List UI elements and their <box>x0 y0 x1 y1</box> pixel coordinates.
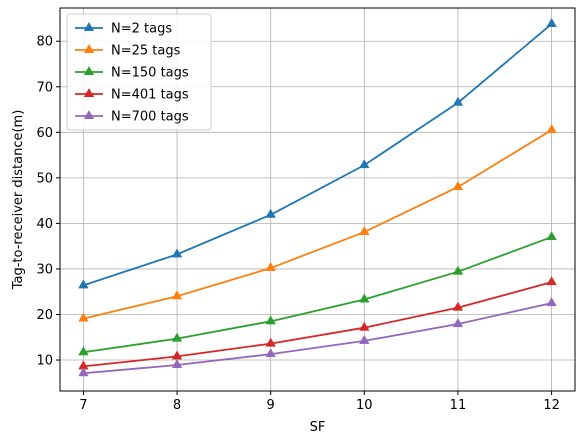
x-tick-label: 12 <box>543 398 560 413</box>
data-point <box>546 231 557 241</box>
data-point <box>265 348 276 358</box>
grid-lines <box>60 8 575 391</box>
series-line <box>83 236 552 354</box>
data-point <box>452 180 464 190</box>
y-axis-label: Tag-to-receiver distance(m) <box>11 110 26 291</box>
data-point <box>359 293 370 303</box>
legend-marker <box>83 44 95 53</box>
legend-label: N=2 tags <box>111 22 172 37</box>
x-axis-label: SF <box>310 420 326 435</box>
data-point <box>78 279 89 289</box>
y-tick-label: 10 <box>36 354 53 369</box>
series-group <box>78 17 557 377</box>
data-point <box>359 159 370 169</box>
y-tick-label: 80 <box>36 35 53 50</box>
series-1 <box>78 17 557 289</box>
data-point <box>171 359 183 369</box>
data-point <box>546 297 557 307</box>
y-tick-label: 30 <box>36 262 53 277</box>
data-point <box>452 265 464 275</box>
data-point <box>546 276 557 286</box>
x-tick-label: 7 <box>79 398 87 413</box>
data-point <box>78 346 89 356</box>
data-point <box>452 301 464 311</box>
legend-item: N=401 tags <box>75 88 189 103</box>
data-point <box>546 124 557 134</box>
legend-marker <box>83 66 95 75</box>
series-2 <box>78 124 557 322</box>
data-point <box>359 226 370 236</box>
data-point <box>78 367 89 377</box>
y-tick-label: 50 <box>36 171 53 186</box>
data-point <box>265 262 276 272</box>
data-point <box>452 96 464 106</box>
series-4 <box>78 276 557 370</box>
y-tick-label: 20 <box>36 308 53 323</box>
y-tick-label: 70 <box>36 80 53 95</box>
legend-item: N=25 tags <box>75 44 181 59</box>
plot-frame <box>59 7 576 392</box>
data-point <box>171 248 183 258</box>
x-tick-label: 8 <box>173 398 181 413</box>
data-point <box>359 334 370 344</box>
x-tick-label: 11 <box>450 398 467 413</box>
data-point <box>265 315 276 325</box>
x-tick-label: 9 <box>267 398 275 413</box>
legend-label: N=150 tags <box>111 66 189 81</box>
data-point <box>546 17 557 27</box>
data-point <box>265 337 276 347</box>
legend-marker <box>83 110 95 119</box>
y-tick-label: 40 <box>36 217 53 232</box>
data-point <box>78 312 89 322</box>
series-3 <box>78 231 557 356</box>
legend-marker <box>83 88 95 97</box>
series-line <box>83 129 553 320</box>
legend-item: N=150 tags <box>75 66 189 81</box>
series-5 <box>78 297 557 377</box>
legend-label: N=700 tags <box>111 110 189 125</box>
legend-item: N=700 tags <box>75 110 189 125</box>
data-point <box>265 208 276 218</box>
legend: N=2 tags N=25 tags N=150 tags N=401 tags N=7… <box>66 13 212 131</box>
series-line <box>83 302 552 375</box>
legend-marker <box>83 22 95 31</box>
legend-box <box>66 13 212 131</box>
legend-label: N=25 tags <box>111 44 181 59</box>
data-point <box>171 290 183 300</box>
series-line <box>83 23 553 287</box>
legend-label: N=401 tags <box>111 88 189 103</box>
y-tick-label: 60 <box>36 126 53 141</box>
x-tick-label: 10 <box>356 398 373 413</box>
legend-item: N=2 tags <box>75 22 172 37</box>
data-point <box>171 332 183 342</box>
series-line <box>83 281 552 368</box>
data-point <box>359 321 370 331</box>
data-point <box>452 318 464 328</box>
axis-ticks: 7 8 9 10 11 12 10 20 30 40 50 60 70 80 <box>36 35 559 413</box>
